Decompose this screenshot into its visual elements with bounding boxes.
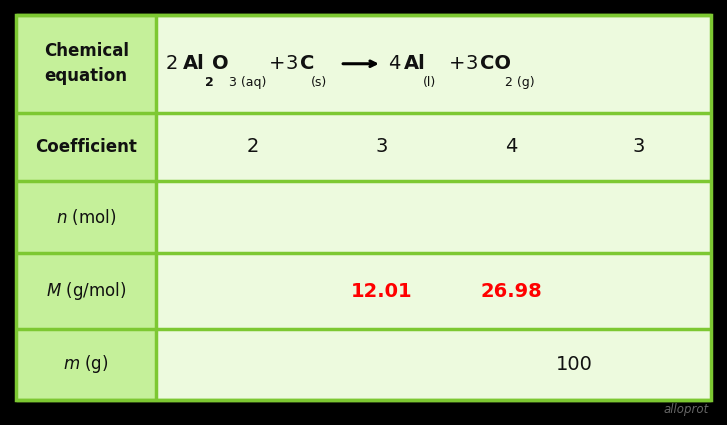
Text: 2: 2 <box>246 137 260 156</box>
Text: +: + <box>449 54 465 73</box>
Text: alloprot: alloprot <box>664 402 709 416</box>
Text: 100: 100 <box>556 355 593 374</box>
Text: 2: 2 <box>205 76 214 89</box>
Text: 26.98: 26.98 <box>481 282 542 300</box>
Text: Al: Al <box>183 54 205 73</box>
Text: 3: 3 <box>465 54 478 73</box>
Text: 2 (g): 2 (g) <box>505 76 535 89</box>
Text: Coefficient: Coefficient <box>35 138 137 156</box>
Text: 4: 4 <box>505 137 518 156</box>
Text: C: C <box>300 54 315 73</box>
Text: 12.01: 12.01 <box>351 282 412 300</box>
Text: $\mathit{n}$ (mol): $\mathit{n}$ (mol) <box>56 207 116 227</box>
Bar <box>16 15 156 399</box>
Text: 4: 4 <box>388 54 401 73</box>
Text: Chemical
equation: Chemical equation <box>44 42 129 85</box>
Text: $\mathit{m}$ (g): $\mathit{m}$ (g) <box>63 354 109 375</box>
Text: (l): (l) <box>422 76 435 89</box>
Text: 3: 3 <box>375 137 388 156</box>
Text: Al: Al <box>403 54 425 73</box>
Text: (s): (s) <box>311 76 327 89</box>
Text: O: O <box>212 54 229 73</box>
Text: CO: CO <box>480 54 511 73</box>
Text: +: + <box>269 54 286 73</box>
Text: 3: 3 <box>632 137 645 156</box>
Text: 3: 3 <box>286 54 298 73</box>
Text: $\mathit{M}$ (g/mol): $\mathit{M}$ (g/mol) <box>46 280 126 302</box>
Text: 2: 2 <box>166 54 178 73</box>
Text: 3 (aq): 3 (aq) <box>229 76 266 89</box>
